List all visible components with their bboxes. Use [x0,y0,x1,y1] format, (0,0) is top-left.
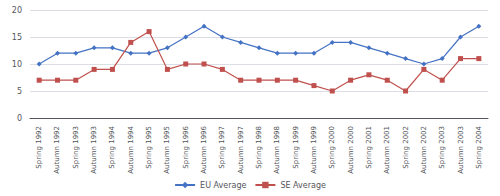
svg-text:Autumn 2002: Autumn 2002 [420,126,428,174]
svg-text:Spring 1996: Spring 1996 [182,125,190,168]
svg-text:Spring 1994: Spring 1994 [108,125,116,168]
svg-text:Autumn 2001: Autumn 2001 [383,126,391,174]
svg-text:5: 5 [17,87,22,96]
svg-text:Spring 2003: Spring 2003 [438,126,446,169]
svg-text:Spring 1992: Spring 1992 [35,126,43,169]
svg-text:Autumn 2003: Autumn 2003 [457,126,465,174]
svg-text:15: 15 [12,33,22,42]
svg-text:Spring 2002: Spring 2002 [402,126,410,169]
svg-text:Autumn 1996: Autumn 1996 [200,125,208,173]
svg-text:Spring 1998: Spring 1998 [255,126,263,169]
svg-text:Autumn 1993: Autumn 1993 [90,126,98,174]
svg-text:Spring 1999: Spring 1999 [292,126,300,169]
svg-text:Autumn 1992: Autumn 1992 [53,126,61,174]
svg-text:Autumn 2000: Autumn 2000 [347,126,355,174]
svg-text:10: 10 [12,60,22,69]
svg-text:Spring 1993: Spring 1993 [72,126,80,169]
svg-text:SE Average: SE Average [280,181,326,190]
svg-text:Spring 2004: Spring 2004 [475,125,483,168]
svg-text:Autumn 1994: Autumn 1994 [127,125,135,173]
svg-text:Spring 1997: Spring 1997 [218,126,226,169]
svg-text:Autumn 1995: Autumn 1995 [163,126,171,174]
svg-text:0: 0 [17,114,22,123]
svg-text:EU Average: EU Average [200,181,246,190]
svg-text:Spring 1995: Spring 1995 [145,126,153,169]
svg-text:Spring 2000: Spring 2000 [328,126,336,169]
svg-text:20: 20 [12,6,22,15]
svg-text:Autumn 1997: Autumn 1997 [237,126,245,174]
svg-text:Autumn 1999: Autumn 1999 [310,126,318,174]
svg-text:Autumn 1998: Autumn 1998 [273,126,281,174]
svg-text:Spring 2001: Spring 2001 [365,126,373,169]
